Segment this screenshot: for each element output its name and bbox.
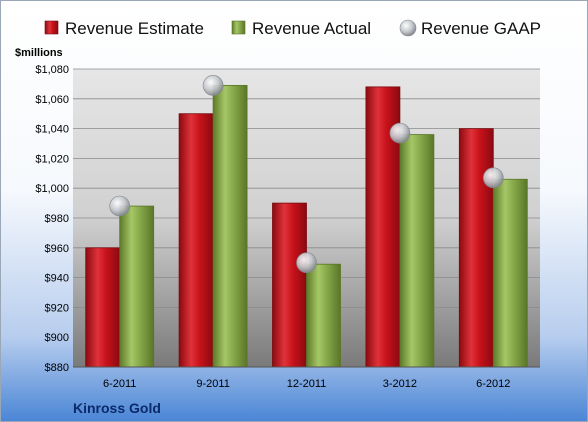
legend-marker-revenue-gaap bbox=[399, 19, 417, 37]
marker-revenue-gaap bbox=[296, 252, 317, 274]
gaap-markers bbox=[109, 75, 504, 274]
legend: Revenue Estimate Revenue Actual Revenue … bbox=[44, 19, 541, 38]
legend-swatch-revenue-estimate bbox=[44, 20, 59, 35]
y-tick-label: $880 bbox=[45, 362, 69, 374]
marker-revenue-gaap bbox=[482, 167, 504, 189]
marker-revenue-gaap bbox=[202, 75, 224, 96]
legend-swatch-revenue-actual bbox=[231, 20, 246, 35]
x-axis-categories: 6-2011 9-2011 12-2011 3-2012 6-2012 bbox=[103, 378, 510, 390]
bar-revenue-actual bbox=[492, 178, 528, 368]
x-category-label: 3-2012 bbox=[383, 378, 417, 390]
y-tick-label: $1,080 bbox=[35, 64, 69, 76]
y-tick-label: $1,060 bbox=[35, 94, 69, 106]
x-category-label: 12-2011 bbox=[287, 378, 327, 390]
legend-label-revenue-gaap: Revenue GAAP bbox=[421, 19, 541, 38]
bar-revenue-estimate bbox=[458, 128, 494, 368]
marker-revenue-gaap bbox=[389, 122, 411, 144]
bar-revenue-actual bbox=[306, 263, 341, 368]
y-tick-label: $900 bbox=[45, 332, 69, 344]
marker-revenue-gaap bbox=[109, 195, 131, 217]
y-tick-label: $940 bbox=[45, 273, 69, 285]
y-tick-label: $1,040 bbox=[35, 124, 69, 136]
bar-revenue-estimate bbox=[178, 113, 214, 368]
bars bbox=[85, 84, 528, 368]
bar-revenue-estimate bbox=[272, 202, 307, 368]
x-category-label: 6-2012 bbox=[476, 378, 510, 390]
bar-revenue-actual bbox=[119, 205, 155, 368]
legend-label-revenue-estimate: Revenue Estimate bbox=[65, 19, 204, 38]
y-axis-ticks: $880 $900 $920 $940 $960 $980 $1,000 $1,020 $1,0… bbox=[35, 64, 69, 374]
bar-revenue-actual bbox=[212, 84, 248, 368]
y-tick-label: $980 bbox=[45, 213, 69, 225]
y-tick-label: $960 bbox=[45, 243, 69, 255]
legend-label-revenue-actual: Revenue Actual bbox=[252, 19, 371, 38]
y-tick-label: $920 bbox=[45, 302, 69, 314]
bar-revenue-actual bbox=[399, 134, 435, 368]
y-tick-label: $1,000 bbox=[35, 183, 69, 195]
y-unit-label: $millions bbox=[15, 47, 63, 59]
x-category-label: 6-2011 bbox=[103, 378, 136, 390]
bar-revenue-estimate bbox=[85, 247, 121, 368]
y-tick-label: $1,020 bbox=[35, 153, 69, 165]
x-category-label: 9-2011 bbox=[196, 378, 229, 390]
company-name: Kinross Gold bbox=[73, 400, 161, 416]
